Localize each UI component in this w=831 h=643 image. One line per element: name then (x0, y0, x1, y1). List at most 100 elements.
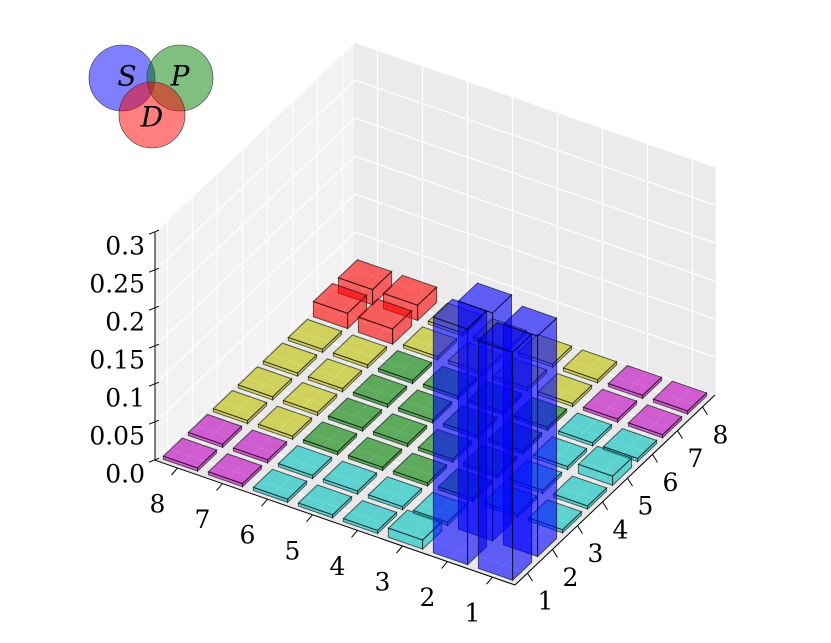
y-tick-label: 3 (375, 568, 391, 597)
bar-face (277, 445, 333, 477)
bar-face (352, 373, 408, 405)
grid-line (154, 41, 716, 233)
z-tick-label: 0.2 (105, 308, 145, 337)
bar (372, 413, 428, 448)
bar-face (287, 318, 343, 350)
tick-mark (306, 514, 313, 523)
x-tick-label: 7 (688, 444, 704, 473)
bar-face (237, 366, 293, 398)
bar (212, 390, 268, 425)
tick-mark (527, 572, 533, 582)
bar-face (477, 321, 533, 353)
bar-face (307, 358, 363, 390)
tick-mark (148, 419, 160, 425)
bar-face (562, 349, 618, 381)
bar-face (652, 380, 708, 412)
bar (237, 366, 293, 401)
bar-face (432, 298, 488, 330)
y-tick-label: 2 (420, 583, 436, 612)
bar (257, 405, 313, 441)
bar (562, 349, 618, 384)
bar-face (342, 499, 398, 532)
bar (607, 364, 663, 400)
z-tick-label: 0.3 (105, 232, 145, 261)
bar-face (357, 298, 413, 330)
x-tick-label: 6 (663, 468, 679, 497)
tick-mark (148, 267, 160, 273)
bar-face (432, 316, 469, 566)
bar-face (577, 445, 633, 477)
x-tick-label: 3 (588, 539, 604, 568)
bar (377, 350, 433, 385)
tick-mark (577, 525, 583, 534)
z-tick-label: 0.15 (89, 346, 145, 375)
bar (332, 334, 388, 370)
bar (577, 445, 633, 487)
y-tick-label: 7 (195, 505, 211, 534)
bar (307, 358, 363, 393)
tick-mark (677, 430, 683, 439)
bar-face (322, 460, 378, 492)
bar-face (377, 350, 433, 382)
bar-face (477, 339, 514, 581)
bar (327, 397, 383, 433)
bar (162, 437, 218, 473)
tick-mark (148, 229, 160, 235)
tick-mark (351, 530, 358, 538)
y-tick-label: 8 (150, 490, 166, 519)
bar-face (302, 421, 358, 453)
bar (262, 342, 318, 378)
bar-face (537, 316, 558, 558)
legend-label: D (140, 101, 163, 134)
z-tick-label: 0.0 (105, 460, 145, 489)
tick-mark (396, 545, 403, 554)
x-tick-label: 2 (563, 563, 579, 592)
y-tick-label: 4 (330, 552, 346, 581)
bar (557, 412, 613, 448)
tick-mark (148, 305, 160, 311)
legend-swatch (118, 81, 186, 149)
bar (282, 381, 338, 417)
tick-mark (148, 381, 160, 387)
bar-face (347, 436, 403, 468)
bar (322, 460, 378, 496)
bar-face (512, 333, 533, 582)
grid-line (154, 117, 716, 309)
bar-face (602, 428, 658, 460)
bar-face (312, 282, 368, 314)
bar (347, 436, 403, 472)
bar (477, 321, 533, 582)
grid-line (154, 79, 716, 271)
tick-mark (148, 343, 160, 349)
tick-mark (171, 467, 178, 476)
axis-line (514, 394, 716, 586)
bar-face (552, 475, 608, 507)
tick-mark (602, 501, 608, 511)
bar-face (337, 259, 393, 291)
bar-face (207, 453, 263, 485)
z-tick-label: 0.05 (89, 422, 145, 451)
y-tick-label: 5 (285, 536, 301, 565)
bar (232, 429, 288, 465)
bar (312, 282, 368, 330)
bar-face (297, 484, 353, 516)
bar (627, 404, 683, 439)
x-tick-label: 1 (538, 587, 554, 616)
bar-face (607, 364, 663, 396)
bar (552, 475, 608, 511)
bar-face (382, 274, 438, 306)
x-tick-label: 4 (613, 515, 629, 544)
tick-mark (552, 549, 558, 558)
bar (357, 298, 413, 346)
bar-face (262, 342, 318, 374)
grid-line (154, 155, 716, 347)
bar-face (627, 404, 683, 436)
bar-face (232, 429, 288, 461)
grid-line (154, 193, 716, 385)
bar (302, 421, 358, 456)
tick-mark (486, 576, 493, 585)
axis-line (154, 459, 516, 586)
tick-mark (261, 498, 268, 507)
bar-face (372, 413, 428, 445)
